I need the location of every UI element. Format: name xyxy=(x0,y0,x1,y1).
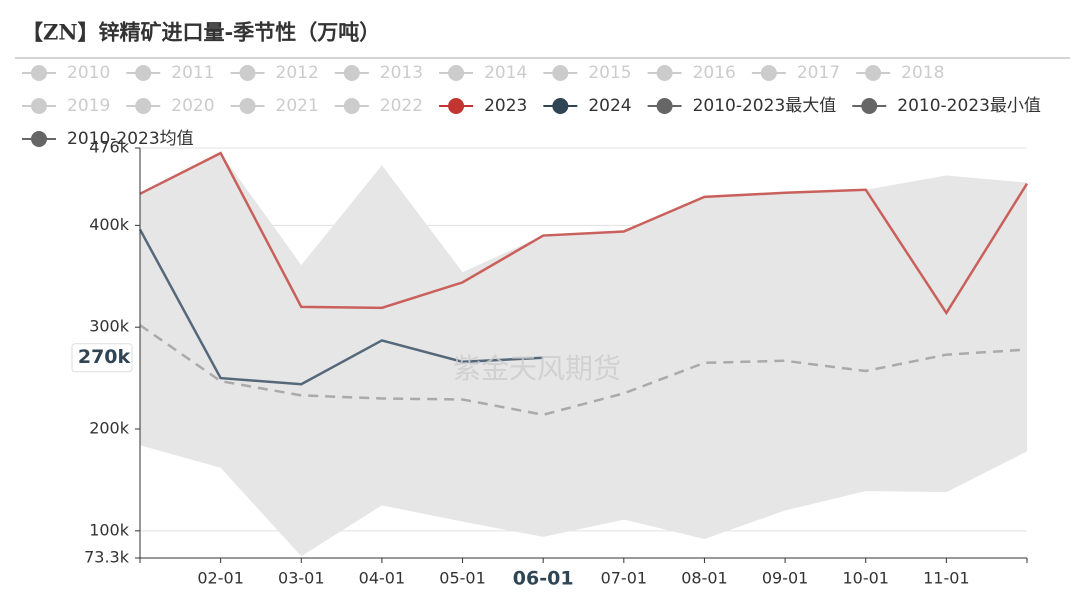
legend-icon-dot xyxy=(343,98,360,114)
y-tick-label: 200k xyxy=(89,419,130,438)
legend-item[interactable]: 2010-2023最大值 xyxy=(647,96,837,116)
y-tick-label: 300k xyxy=(89,317,130,336)
legend-icon-dot xyxy=(135,65,152,81)
legend-icon-dot xyxy=(656,98,673,114)
legend-label: 2023 xyxy=(484,96,527,116)
legend-item[interactable]: 2014 xyxy=(439,63,527,83)
legend-item[interactable]: 2010 xyxy=(22,63,110,83)
legend-item[interactable]: 2012 xyxy=(230,63,319,83)
axis-pointer-label: 270k xyxy=(78,346,131,368)
x-tick-label: 04-01 xyxy=(359,569,406,588)
legend-icon-dot xyxy=(31,98,47,114)
x-tick-label: 07-01 xyxy=(601,569,648,588)
legend-item[interactable]: 2016 xyxy=(647,63,736,83)
legend-label: 2024 xyxy=(588,96,631,116)
legend-icon-dot xyxy=(448,65,465,81)
x-tick-label: 11-01 xyxy=(923,569,970,588)
legend-icon-dot xyxy=(31,65,47,81)
legend-item[interactable]: 2021 xyxy=(230,96,319,116)
x-tick-label: 10-01 xyxy=(842,569,889,588)
legend-item[interactable]: 2017 xyxy=(751,63,840,83)
legend-label: 2019 xyxy=(67,96,110,116)
legend-icon-dot xyxy=(239,98,256,114)
x-tick-label: 02-01 xyxy=(197,569,244,588)
y-tick-label: 73.3k xyxy=(84,548,130,567)
legend-icon-dot xyxy=(135,98,152,114)
legend-label: 2010-2023最大值 xyxy=(693,96,837,116)
y-tick-label: 400k xyxy=(89,215,130,234)
legend-icon-dot xyxy=(31,131,47,147)
legend-icon-dot xyxy=(656,65,673,81)
legend-label: 2010 xyxy=(67,63,110,83)
x-tick-label: 03-01 xyxy=(278,569,325,588)
legend-icon-dot xyxy=(239,65,256,81)
legend-item[interactable]: 2018 xyxy=(856,63,944,83)
legend-icon-dot xyxy=(760,65,777,81)
legend-label: 2020 xyxy=(171,96,214,116)
legend-item[interactable]: 2022 xyxy=(334,96,423,116)
legend-item[interactable]: 2013 xyxy=(334,63,423,83)
legend-item[interactable]: 2010-2023均值 xyxy=(22,129,194,149)
chart-title: 【ZN】锌精矿进口量-季节性（万吨） xyxy=(22,20,380,45)
x-tick-label: 09-01 xyxy=(762,569,809,588)
legend-icon-dot xyxy=(343,65,360,81)
legend-icon-dot xyxy=(865,65,882,81)
legend-label: 2011 xyxy=(171,63,214,83)
legend-label: 2010-2023均值 xyxy=(67,129,194,149)
legend-item[interactable]: 2024 xyxy=(543,96,632,116)
x-tick-label: 08-01 xyxy=(681,569,728,588)
x-tick-label: 06-01 xyxy=(513,568,574,590)
watermark: 紫金天风期货 xyxy=(453,352,621,385)
legend-item[interactable]: 2010-2023最小值 xyxy=(852,96,1041,116)
legend-icon-dot xyxy=(861,98,878,114)
y-tick-label: 100k xyxy=(89,520,130,539)
legend-label: 2022 xyxy=(380,96,423,116)
axis-pointer-box xyxy=(71,343,133,373)
legend-label: 2012 xyxy=(276,63,319,83)
legend-label: 2018 xyxy=(901,63,944,83)
range-band xyxy=(140,153,1027,557)
legend-label: 2016 xyxy=(693,63,736,83)
legend-icon-dot xyxy=(552,98,569,114)
legend-item[interactable]: 2015 xyxy=(543,63,632,83)
series-line xyxy=(139,151,1029,316)
legend-item[interactable]: 2020 xyxy=(126,96,215,116)
legend-icon-dot xyxy=(448,98,465,114)
legend-icon-dot xyxy=(552,65,569,81)
legend-item[interactable]: 2011 xyxy=(126,63,215,83)
y-tick-label: 476k xyxy=(89,138,130,157)
series-line xyxy=(139,324,1028,417)
legend-label: 2014 xyxy=(484,63,527,83)
legend-label: 2017 xyxy=(797,63,840,83)
legend-label: 2013 xyxy=(380,63,423,83)
legend-item[interactable]: 2019 xyxy=(22,96,110,116)
x-tick-label: 05-01 xyxy=(439,569,486,588)
legend-label: 2021 xyxy=(276,96,319,116)
legend-item[interactable]: 2023 xyxy=(439,96,527,116)
legend-label: 2010-2023最小值 xyxy=(897,96,1041,116)
legend-label: 2015 xyxy=(588,63,631,83)
series-line xyxy=(138,228,544,386)
